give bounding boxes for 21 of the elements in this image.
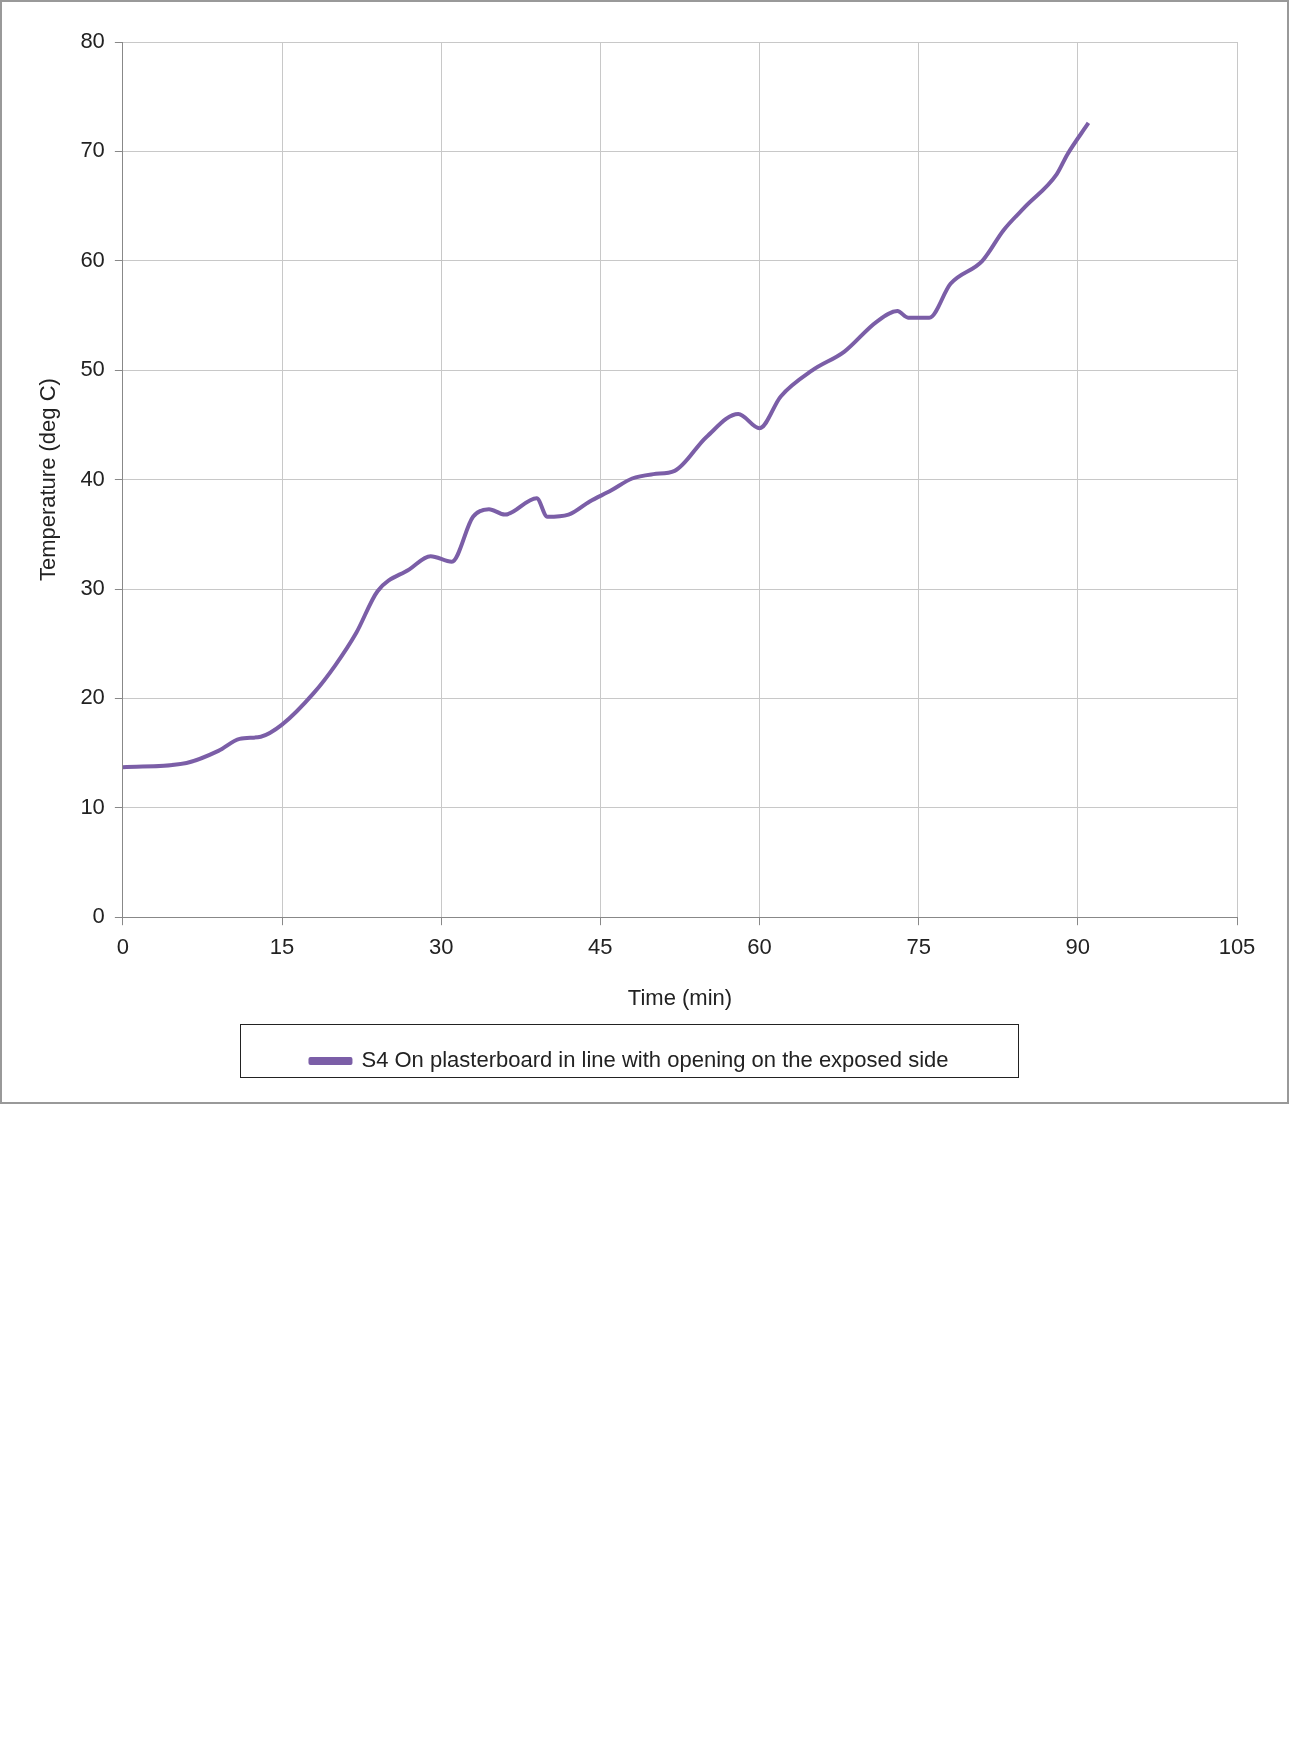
y-tick-label: 0 [92,903,105,929]
y-tick-label: 60 [80,246,105,272]
x-tick-label: 45 [588,934,613,960]
x-tick-label: 15 [269,934,295,960]
y-tick-label: 80 [80,28,105,54]
x-axis-title: Time (min) [627,984,733,1010]
y-tick-label: 20 [80,684,105,710]
x-tick-label: 0 [116,934,129,960]
y-tick-label: 40 [80,465,105,491]
x-tick-label: 75 [906,934,931,960]
line-series [122,120,1091,770]
y-axis-title: Temperature (deg C) [35,378,61,582]
x-tick-label: 90 [1065,934,1091,960]
y-tick-label: 70 [80,137,105,163]
x-tick-label: 105 [1218,934,1256,960]
y-tick-label: 30 [80,575,105,601]
x-tick-label: 60 [747,934,772,960]
y-tick-label: 10 [80,793,105,819]
y-tick-label: 50 [80,356,105,382]
x-tick-label: 30 [428,934,454,960]
legend-label: S4 On plasterboard in line with opening on the exposed side [361,1047,949,1073]
